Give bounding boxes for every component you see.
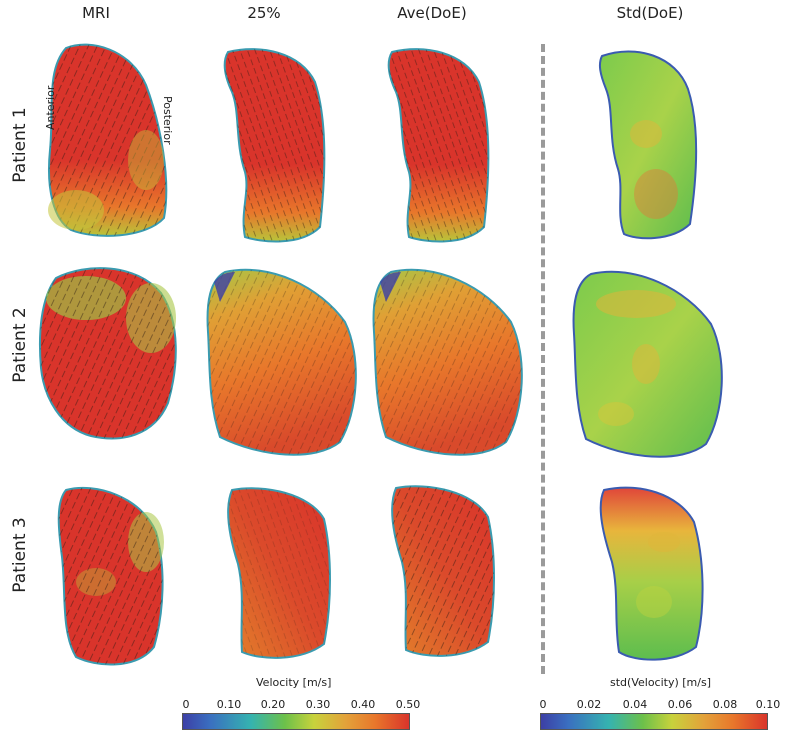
colorbar-std-tick: 0.04: [622, 698, 648, 711]
velocity-map-mri-patient-1: [36, 40, 176, 244]
velocity-map-ave-patient-2: [366, 262, 526, 466]
std-map-patient-1: [596, 44, 706, 248]
velocity-map-ave-patient-1: [384, 42, 504, 251]
colorbar-velocity: [182, 713, 410, 730]
colorbar-std: [540, 713, 768, 730]
row-title-patient-3: Patient 3: [10, 517, 30, 593]
std-map-patient-2: [566, 264, 726, 468]
std-map-patient-3: [594, 482, 714, 671]
column-title-25-percent: 25%: [247, 4, 281, 22]
velocity-map-25-patient-2: [200, 262, 360, 466]
colorbar-std-tick: 0.08: [712, 698, 738, 711]
velocity-map-25-patient-3: [220, 484, 340, 668]
colorbar-std-title: std(Velocity) [m/s]: [610, 676, 711, 689]
column-title-mri: MRI: [82, 4, 110, 22]
label-posterior: Posterior: [161, 96, 174, 145]
velocity-map-mri-patient-2: [36, 258, 186, 452]
velocity-map-ave-patient-3: [384, 482, 504, 671]
velocity-map-mri-patient-3: [56, 482, 176, 676]
colorbar-std-tick: 0.06: [667, 698, 693, 711]
divider-dashed-line: [541, 44, 545, 674]
row-title-patient-1: Patient 1: [10, 107, 30, 183]
colorbar-velocity-tick: 0: [182, 698, 190, 711]
colorbar-std-tick: 0.10: [755, 698, 781, 711]
colorbar-velocity-tick: 0.30: [305, 698, 331, 711]
colorbar-velocity-title: Velocity [m/s]: [256, 676, 332, 689]
label-anterior: Anterior: [44, 85, 57, 130]
colorbar-velocity-tick: 0.10: [216, 698, 242, 711]
column-title-ave-doe: Ave(DoE): [397, 4, 467, 22]
colorbar-velocity-tick: 0.50: [395, 698, 421, 711]
colorbar-std-tick: 0.02: [576, 698, 602, 711]
velocity-map-25-patient-1: [220, 42, 340, 251]
column-title-std-doe: Std(DoE): [616, 4, 684, 22]
colorbar-velocity-tick: 0.40: [350, 698, 376, 711]
colorbar-std-tick: 0: [539, 698, 547, 711]
row-title-patient-2: Patient 2: [10, 307, 30, 383]
colorbar-velocity-tick: 0.20: [260, 698, 286, 711]
